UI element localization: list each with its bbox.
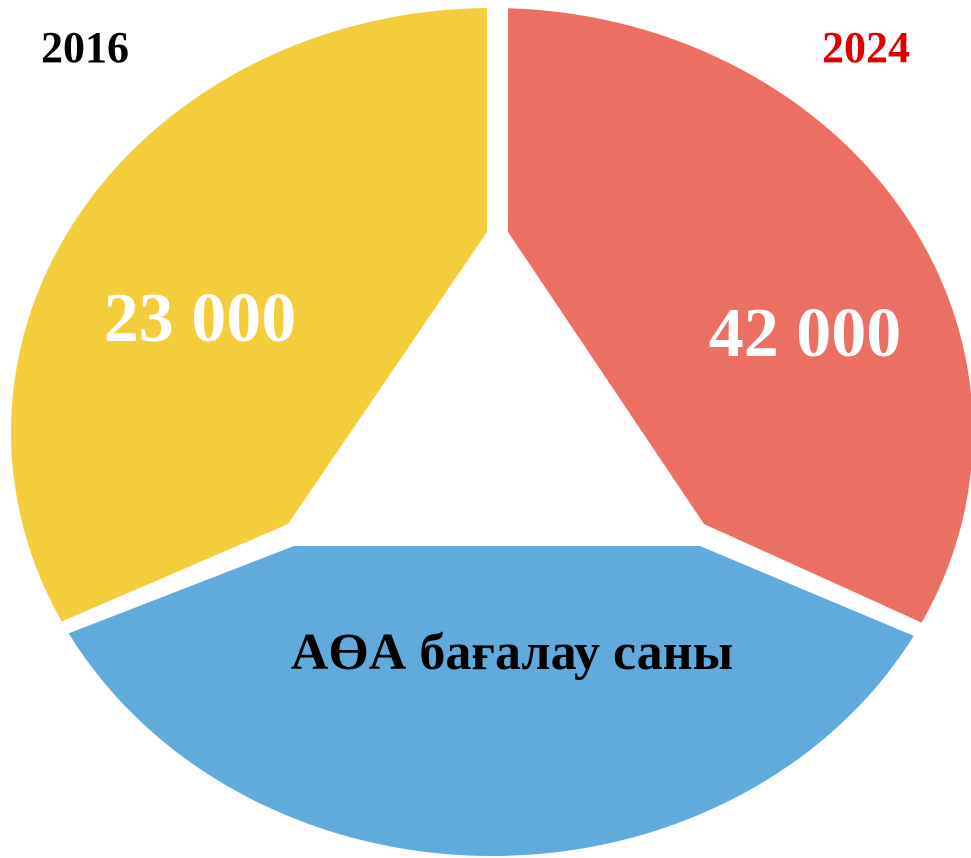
- right-value: 42 000: [709, 295, 902, 372]
- left-segment: [11, 8, 487, 648]
- right-year: 2024: [822, 23, 910, 72]
- left-value: 23 000: [104, 280, 297, 357]
- bottom-segment: [11, 546, 971, 856]
- right-segment: [508, 8, 971, 645]
- bottom-label: АӨА бағалау саны: [291, 624, 733, 681]
- left-year: 2016: [41, 23, 129, 72]
